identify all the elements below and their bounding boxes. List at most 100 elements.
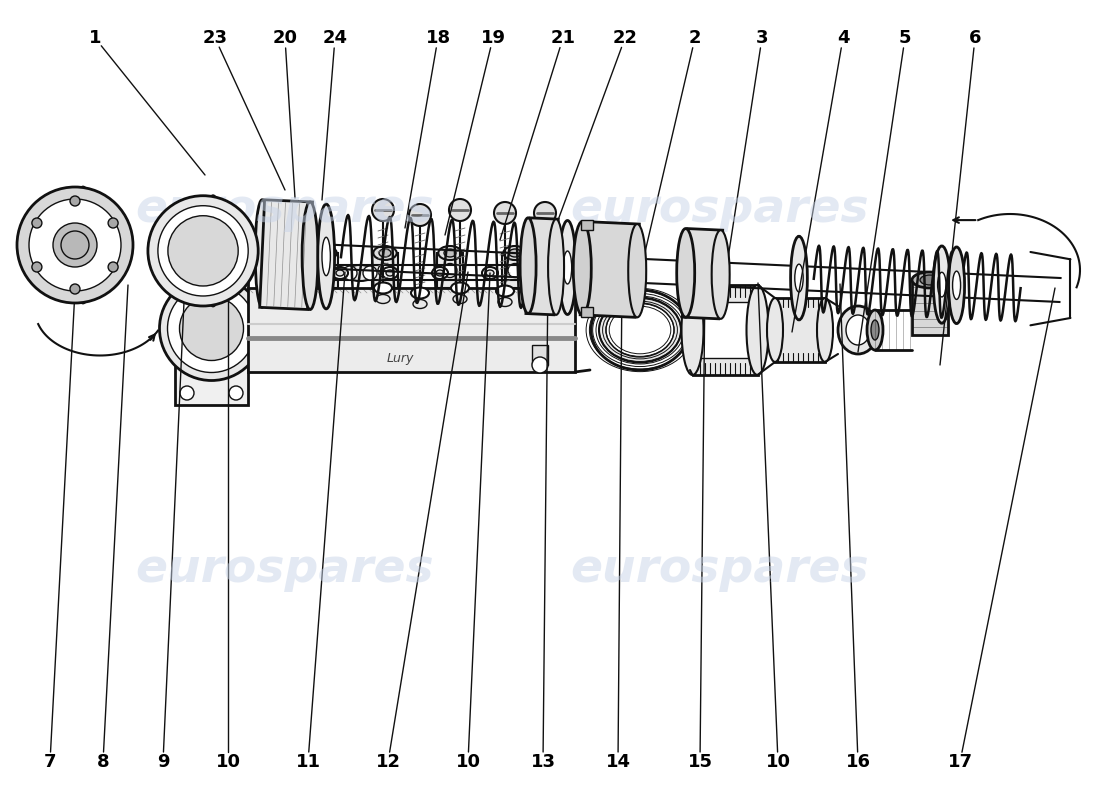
Circle shape (363, 266, 377, 280)
Circle shape (288, 266, 302, 280)
Ellipse shape (438, 246, 462, 260)
Ellipse shape (504, 246, 527, 260)
Polygon shape (684, 229, 723, 319)
Bar (502, 253, 528, 288)
Circle shape (108, 218, 118, 228)
Text: 3: 3 (756, 29, 768, 47)
Bar (312, 253, 338, 288)
Ellipse shape (496, 286, 514, 297)
Circle shape (318, 263, 332, 278)
Circle shape (409, 204, 431, 226)
Text: eurospares: eurospares (135, 187, 435, 233)
Ellipse shape (532, 267, 548, 279)
Ellipse shape (436, 270, 444, 276)
Text: 9: 9 (156, 753, 169, 771)
Ellipse shape (255, 200, 270, 307)
Ellipse shape (912, 272, 948, 288)
Circle shape (53, 223, 97, 267)
Ellipse shape (795, 264, 803, 292)
Ellipse shape (412, 299, 427, 309)
Text: 8: 8 (97, 753, 109, 771)
Text: eurospares: eurospares (571, 187, 869, 233)
Circle shape (229, 257, 243, 271)
Circle shape (443, 263, 456, 278)
Text: Lury: Lury (386, 352, 414, 365)
Text: 10: 10 (216, 753, 241, 771)
Ellipse shape (559, 221, 576, 314)
Ellipse shape (373, 246, 397, 260)
Circle shape (532, 357, 548, 373)
Text: 21: 21 (550, 29, 575, 47)
Circle shape (494, 202, 516, 224)
Bar (581, 307, 593, 317)
Polygon shape (580, 222, 639, 318)
Text: 5: 5 (899, 29, 911, 47)
Text: eurospares: eurospares (571, 547, 869, 593)
Ellipse shape (498, 298, 512, 306)
Ellipse shape (682, 285, 704, 375)
Text: 16: 16 (846, 753, 870, 771)
Text: 24: 24 (322, 29, 348, 47)
Ellipse shape (563, 251, 572, 284)
Text: 6: 6 (969, 29, 981, 47)
Polygon shape (526, 218, 559, 315)
Circle shape (449, 199, 471, 221)
Ellipse shape (566, 270, 574, 276)
Circle shape (343, 266, 358, 280)
Ellipse shape (937, 272, 946, 297)
Ellipse shape (628, 224, 646, 318)
Circle shape (308, 266, 322, 280)
Ellipse shape (536, 286, 554, 297)
Ellipse shape (344, 265, 376, 281)
Circle shape (32, 218, 42, 228)
Circle shape (70, 196, 80, 206)
Ellipse shape (747, 285, 769, 375)
Circle shape (167, 285, 255, 373)
Circle shape (508, 263, 522, 278)
Ellipse shape (953, 271, 960, 299)
Circle shape (180, 386, 194, 400)
Ellipse shape (934, 246, 950, 323)
Circle shape (229, 386, 243, 400)
Circle shape (168, 216, 239, 286)
Text: 11: 11 (296, 753, 320, 771)
Circle shape (180, 257, 194, 271)
Text: 13: 13 (530, 753, 556, 771)
Circle shape (378, 263, 392, 278)
Ellipse shape (767, 298, 783, 362)
Circle shape (16, 187, 133, 303)
Text: 4: 4 (837, 29, 849, 47)
Circle shape (158, 206, 249, 296)
Bar (175, 252, 248, 405)
Ellipse shape (376, 294, 390, 303)
Ellipse shape (817, 298, 833, 362)
Ellipse shape (374, 282, 392, 294)
Ellipse shape (453, 294, 468, 303)
Ellipse shape (562, 267, 578, 279)
Text: 10: 10 (766, 753, 791, 771)
Ellipse shape (336, 270, 344, 276)
Ellipse shape (838, 306, 878, 354)
Ellipse shape (548, 219, 564, 315)
Bar (581, 220, 593, 230)
Text: 10: 10 (455, 753, 481, 771)
Ellipse shape (486, 270, 494, 276)
Bar (532, 345, 548, 365)
Text: eurospares: eurospares (135, 547, 435, 593)
Bar (372, 253, 398, 288)
Ellipse shape (573, 222, 592, 315)
Ellipse shape (432, 267, 448, 279)
Ellipse shape (444, 249, 456, 257)
Ellipse shape (509, 249, 521, 257)
Polygon shape (260, 200, 312, 310)
Text: 1: 1 (89, 29, 101, 47)
Ellipse shape (272, 267, 288, 279)
Text: 17: 17 (947, 753, 972, 771)
Bar (776, 298, 825, 362)
Ellipse shape (867, 310, 883, 350)
Circle shape (108, 262, 118, 272)
Bar (693, 285, 758, 375)
Ellipse shape (322, 238, 330, 276)
Ellipse shape (846, 315, 870, 345)
Circle shape (60, 231, 89, 259)
